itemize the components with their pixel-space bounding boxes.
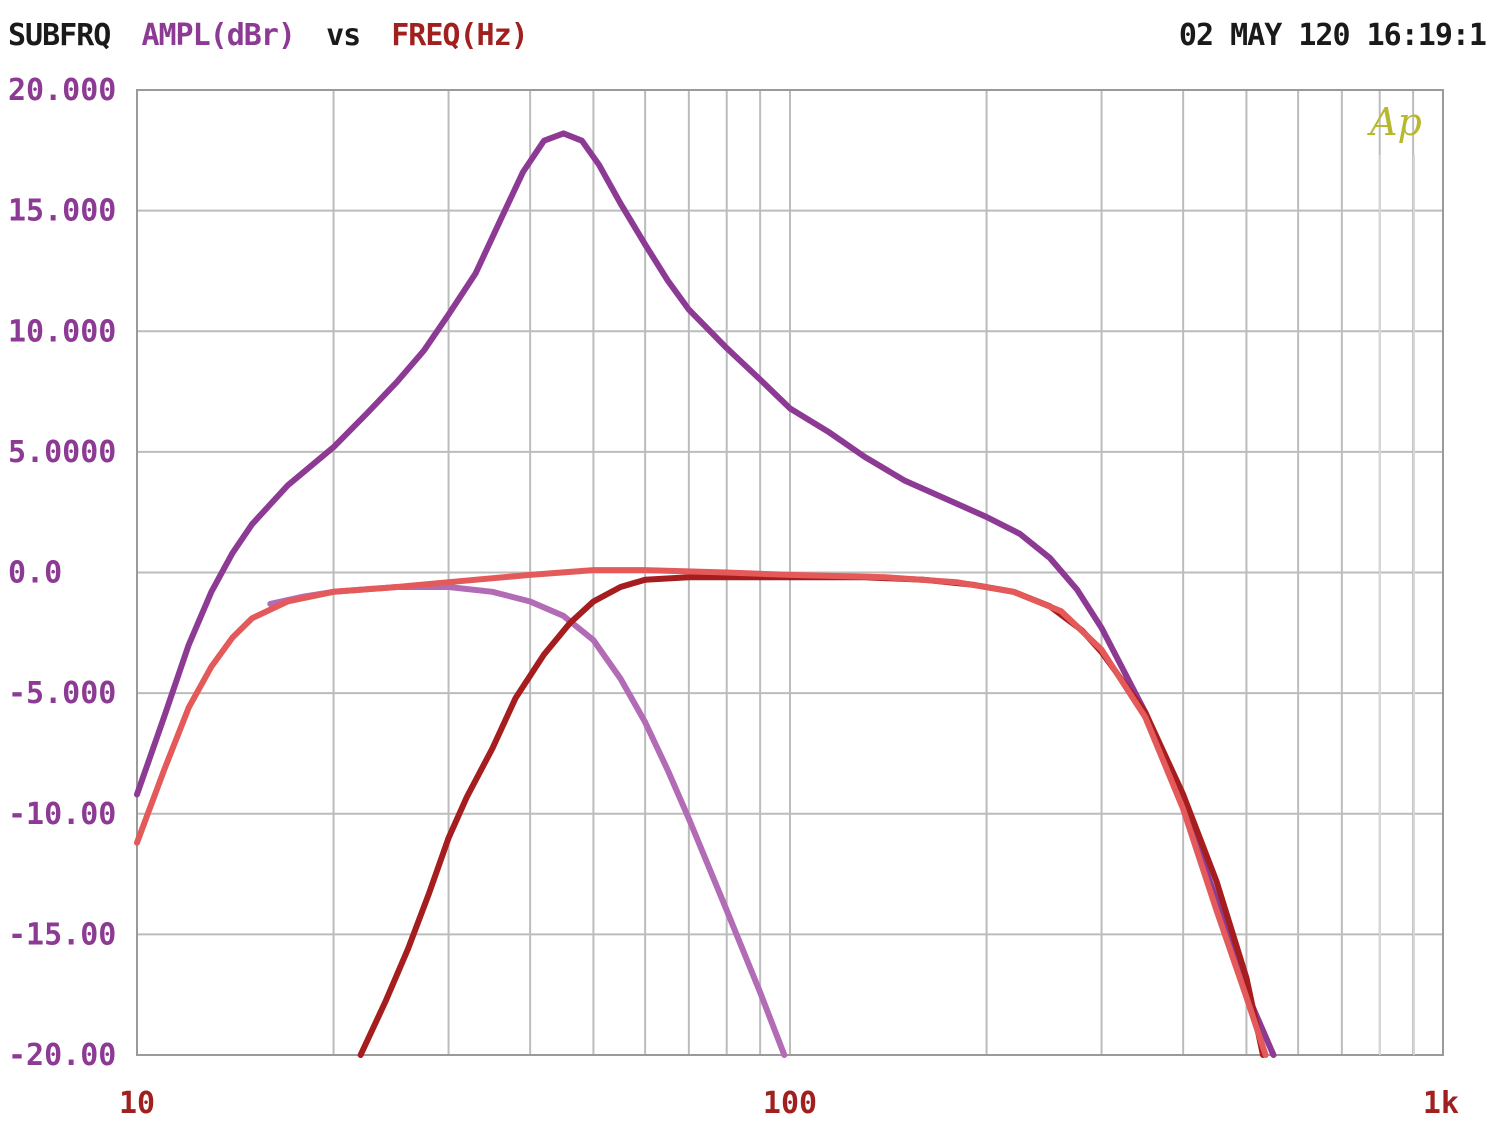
- y-tick-label: 15.000: [8, 194, 116, 229]
- y-tick-label: -5.000: [8, 676, 116, 711]
- y-tick-label: -15.00: [8, 917, 116, 952]
- y-tick-label: -20.00: [8, 1038, 116, 1073]
- series-line-3: [357, 574, 1266, 1058]
- ap-logo: Ap: [1367, 100, 1422, 1055]
- y-tick-label: 0.0: [8, 556, 62, 591]
- y-axis-quantity: AMPL(dBr): [141, 18, 296, 53]
- x-tick-labels: 10 100 1k: [119, 1086, 1459, 1121]
- y-tick-label: 10.000: [8, 314, 116, 349]
- y-tick-label: 5.0000: [8, 435, 116, 470]
- x-tick-label: 100: [763, 1086, 817, 1121]
- series-group: [134, 130, 1277, 1058]
- ap-logo-text: Ap: [1367, 100, 1422, 144]
- y-tick-labels: 20.000 15.000 10.000 5.0000 0.0 -5.000 -10.00 -…: [8, 73, 116, 1073]
- series-line-2: [267, 584, 788, 1058]
- series-line-1: [134, 130, 1277, 1058]
- y-tick-label: 20.000: [8, 73, 116, 108]
- x-axis-quantity: FREQ(Hz): [391, 18, 528, 53]
- plot-frame: [136, 89, 1444, 1056]
- x-tick-label: 1k: [1423, 1086, 1459, 1121]
- vs-label: vs: [326, 18, 361, 53]
- x-tick-label: 10: [119, 1086, 155, 1121]
- chart-header: SUBFRQ AMPL(dBr) vs FREQ(Hz): [8, 18, 542, 58]
- measurement-title: SUBFRQ: [8, 18, 111, 53]
- y-tick-label: -10.00: [8, 797, 116, 832]
- timestamp: 02 MAY 120 16:19:1: [1178, 18, 1487, 53]
- series-line-4: [134, 567, 1269, 1058]
